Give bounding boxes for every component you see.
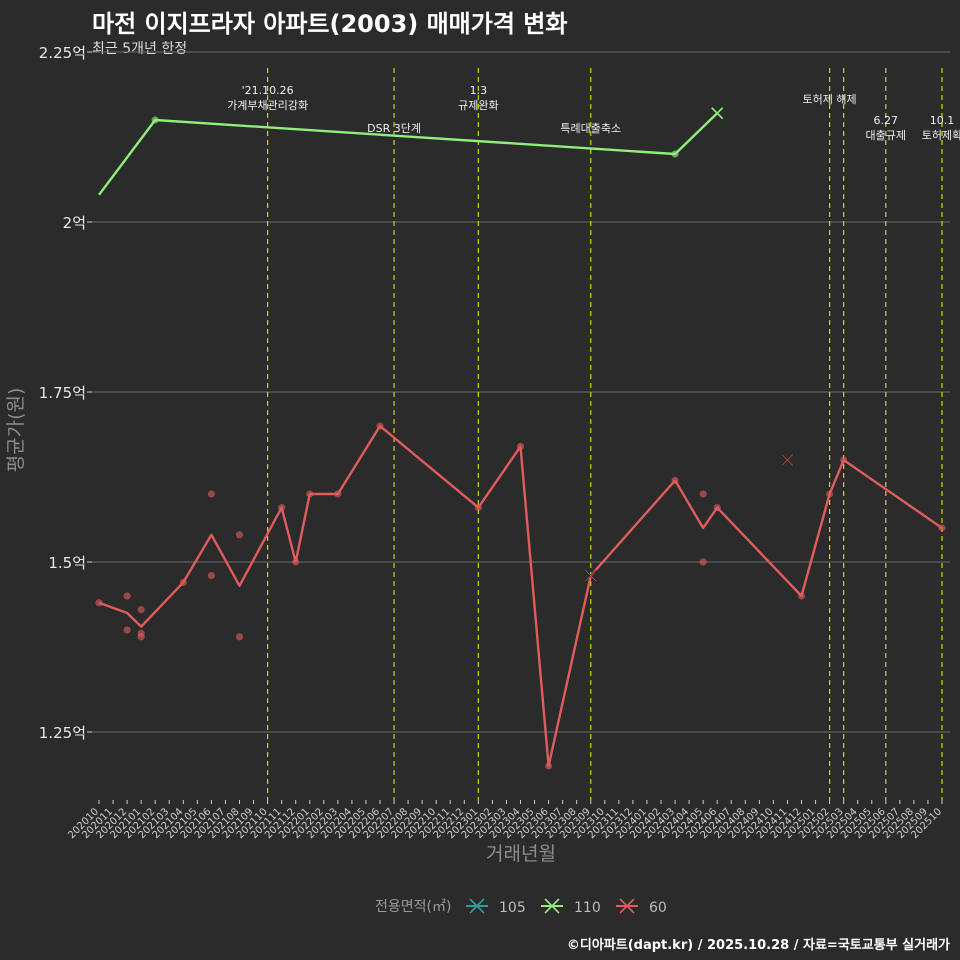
event-label: DSR 3단계 [367,122,421,135]
data-point-60 [137,606,145,614]
grid-lines [92,51,950,733]
data-point-60 [306,490,314,498]
data-point-60 [938,524,946,532]
data-point-60 [713,504,721,512]
series-110 [98,107,724,196]
event-label: 특례대출축소 [560,122,621,135]
event-label: 1.3 [470,84,488,97]
chart-title: 마전 이지프라자 아파트(2003) 매매가격 변화 [92,10,568,38]
event-label: 가계부채관리강화 [227,99,308,112]
event-label: 토허제 해제 [803,92,857,106]
legend-label-60: 60 [649,900,667,916]
source-caption: ©디아파트(dapt.kr) / 2025.10.28 / 자료=국토교통부 실… [566,938,950,953]
event-label: 6.27 [874,114,899,127]
data-point-110 [671,150,679,158]
legend-label-110: 110 [574,900,601,916]
legend: 전용면적(㎡) 105 110 60 [375,898,667,916]
data-point-60 [123,592,131,600]
y-tick-label: 1.75억 [39,384,86,402]
y-tick-label: 1.25억 [39,724,86,742]
axes: 거래년월 평균가(원) 1.25억1.5억1.75억2억2.25억2020102… [5,44,944,865]
legend-swatch-cross [619,898,635,914]
legend-swatch-cross [469,898,485,914]
legend-label-105: 105 [499,900,526,916]
data-point-60 [207,490,215,498]
x-axis-title: 거래년월 [486,843,556,865]
data-point-60 [545,762,553,770]
data-point-60 [699,558,707,566]
series-line-110 [98,112,719,196]
data-point-60 [334,490,342,498]
series-60 [95,422,946,770]
cross-marker-60 [584,569,597,582]
data-point-110 [151,116,159,124]
event-label: 규제완화 [458,99,498,112]
data-point-60 [123,626,131,634]
event-label: 10.1 [930,114,955,127]
cross-stroke [584,569,597,582]
event-label: '21.10.26 [242,84,294,97]
y-tick-label: 2억 [63,214,86,232]
cross-marker-60 [781,453,794,467]
legend-title: 전용면적(㎡) [375,899,451,915]
data-point-60 [235,531,244,539]
data-point-60 [95,599,103,607]
data-point-60 [699,490,707,498]
data-point-60 [207,572,215,580]
y-axis-title: 평균가(원) [5,388,27,473]
cross-marker-110 [711,107,724,120]
series-line-60 [98,424,943,768]
cross-stroke [781,454,794,466]
y-tick-label: 1.5억 [48,554,86,572]
cross-stroke [711,107,724,120]
data-point-60 [671,476,679,484]
data-point-60 [292,558,300,566]
data-point-60 [516,442,525,450]
data-point-60 [235,633,244,641]
series-layer [95,107,946,770]
data-point-60 [826,490,834,498]
y-tick-label: 2.25억 [39,44,86,62]
chart-subtitle: 최근 5개년 한정 [92,41,188,57]
data-point-60 [840,456,848,464]
data-point-60 [797,592,806,600]
data-point-60 [376,422,384,430]
data-point-60 [474,504,482,512]
data-point-60 [179,578,187,587]
event-label: 대출규제 [866,129,906,142]
data-point-60 [137,633,145,641]
legend-swatch-cross [544,898,560,914]
event-label: 토허제확 [922,129,960,142]
data-point-60 [278,504,286,512]
